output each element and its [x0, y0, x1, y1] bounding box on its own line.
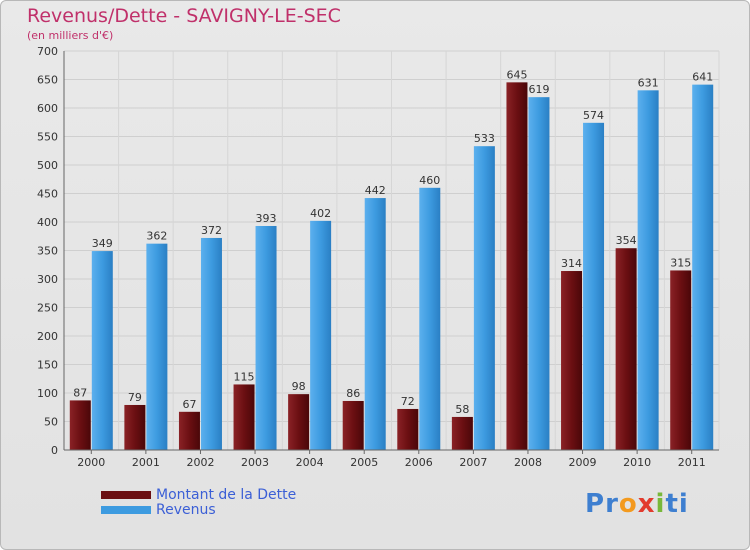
data-label: 86	[346, 387, 360, 400]
data-label: 72	[401, 395, 415, 408]
bar-revenus	[200, 237, 222, 450]
bar-dette	[506, 82, 528, 450]
data-label: 67	[182, 398, 196, 411]
bar-dette	[451, 416, 473, 450]
y-tick-label: 500	[37, 159, 58, 172]
y-tick-label: 250	[37, 302, 58, 315]
y-tick-label: 50	[44, 416, 58, 429]
data-label: 533	[474, 132, 495, 145]
grid-lines	[63, 50, 720, 451]
bar-revenus	[473, 146, 495, 450]
bar-dette	[288, 394, 310, 450]
x-tick-label: 2003	[241, 456, 269, 469]
data-label: 87	[73, 386, 87, 399]
x-tick-label: 2011	[678, 456, 706, 469]
axes: 0 50 100 150 200 250 300 350 400 450 500 550 600 650 7…	[37, 45, 719, 469]
y-tick-label: 300	[37, 273, 58, 286]
bar-dette	[342, 400, 364, 450]
x-tick-label: 2009	[569, 456, 597, 469]
logo-letter: i	[655, 489, 666, 519]
bar-dette	[670, 270, 692, 450]
bar-dette	[615, 248, 637, 450]
bar-revenus	[91, 251, 113, 450]
y-tick-label: 600	[37, 102, 58, 115]
logo-letter: P	[585, 489, 606, 519]
bar-revenus	[364, 198, 386, 450]
data-label: 631	[638, 76, 659, 89]
x-tick-label: 2008	[514, 456, 542, 469]
y-tick-label: 150	[37, 359, 58, 372]
data-label: 354	[616, 234, 637, 247]
bar-dette	[561, 271, 583, 450]
data-label: 641	[692, 71, 713, 84]
data-label: 442	[365, 184, 386, 197]
data-labels: 87 349 79 362 67 372 115 393 98 402 86 442 72 460 58 53…	[73, 68, 713, 416]
bar-revenus	[310, 220, 332, 450]
data-label: 574	[583, 109, 604, 122]
data-label: 372	[201, 224, 222, 237]
proxiti-logo: Proxiti	[585, 489, 689, 519]
y-tick-label: 400	[37, 216, 58, 229]
bars	[69, 82, 714, 451]
y-tick-label: 550	[37, 131, 58, 144]
y-tick-label: 100	[37, 387, 58, 400]
bar-revenus	[255, 225, 277, 450]
y-tick-label: 650	[37, 74, 58, 87]
bar-revenus	[583, 122, 605, 450]
logo-letter: i	[678, 489, 689, 519]
bar-revenus	[528, 97, 550, 451]
y-tick-label: 200	[37, 330, 58, 343]
x-tick-label: 2000	[77, 456, 105, 469]
x-tick-label: 2006	[405, 456, 433, 469]
x-tick-label: 2007	[459, 456, 487, 469]
bar-dette	[233, 384, 255, 450]
logo-letter: r	[605, 489, 619, 519]
legend-label-debt: Montant de la Dette	[156, 487, 297, 503]
data-label: 402	[310, 207, 331, 220]
legend-label-revenus: Revenus	[156, 502, 216, 518]
y-tick-label: 700	[37, 45, 58, 58]
legend-swatch-debt	[101, 491, 151, 499]
chart-subtitle: (en milliers d'€)	[27, 29, 114, 42]
data-label: 645	[506, 68, 527, 81]
data-label: 393	[256, 212, 277, 225]
legend-swatch-revenus	[101, 506, 151, 514]
x-tick-label: 2002	[186, 456, 214, 469]
y-tick-label: 0	[51, 444, 58, 457]
data-label: 58	[455, 403, 469, 416]
x-tick-label: 2005	[350, 456, 378, 469]
data-label: 362	[146, 230, 167, 243]
y-tick-label: 350	[37, 245, 58, 258]
bar-dette	[124, 404, 146, 450]
data-label: 79	[128, 391, 142, 404]
logo-letter: x	[637, 489, 656, 519]
bar-dette	[69, 400, 91, 450]
chart-title: Revenus/Dette - SAVIGNY-LE-SEC	[27, 5, 341, 27]
data-label: 115	[234, 370, 255, 383]
logo-letter: o	[618, 489, 638, 519]
data-label: 315	[670, 256, 691, 269]
bar-dette	[178, 411, 200, 450]
data-label: 314	[561, 257, 582, 270]
bar-revenus	[692, 84, 714, 450]
x-tick-label: 2010	[623, 456, 651, 469]
data-label: 619	[528, 83, 549, 96]
bar-dette	[397, 408, 419, 450]
bar-revenus	[419, 187, 441, 451]
data-label: 349	[92, 237, 113, 250]
logo-letter: t	[665, 489, 679, 519]
x-tick-label: 2001	[132, 456, 160, 469]
bar-revenus	[146, 243, 168, 450]
bar-revenus	[637, 90, 659, 450]
data-label: 98	[292, 380, 306, 393]
x-tick-label: 2004	[296, 456, 324, 469]
data-label: 460	[419, 174, 440, 187]
y-tick-label: 450	[37, 188, 58, 201]
